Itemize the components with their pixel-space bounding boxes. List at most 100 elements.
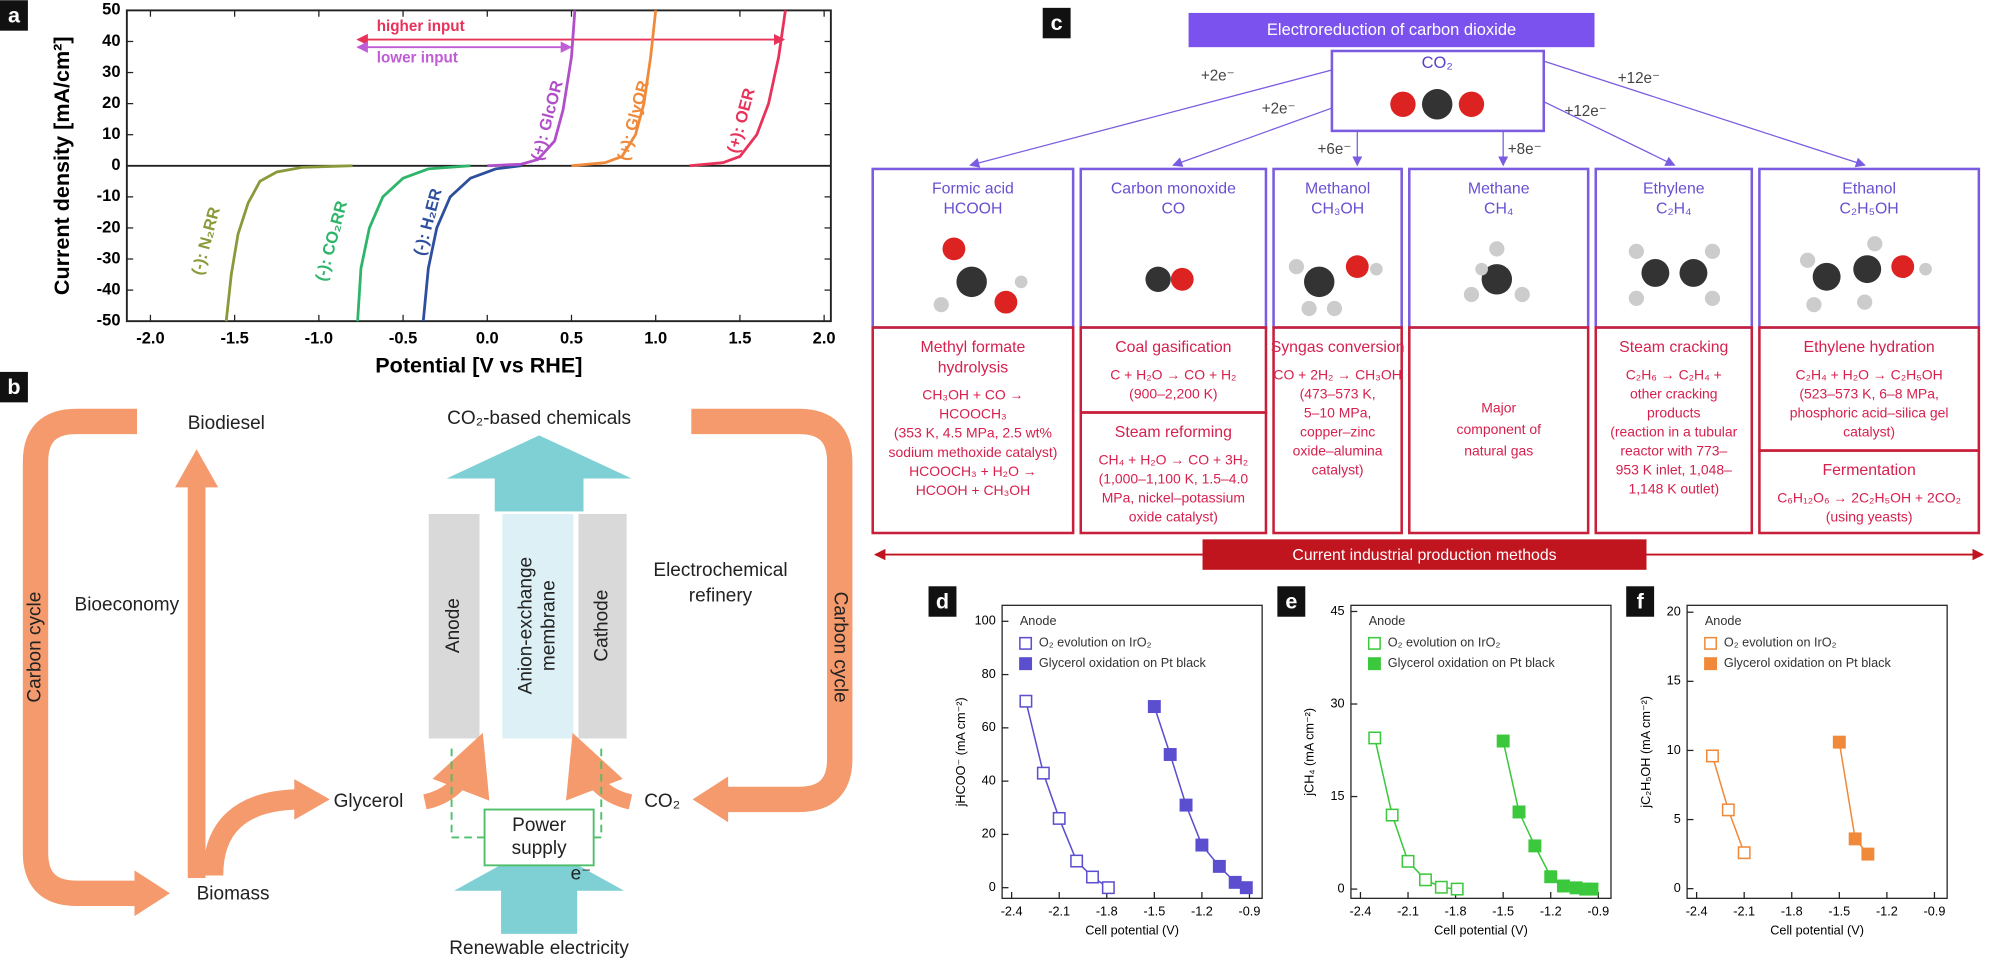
method-line: C₂H₆ → C₂H₄ + [1626, 366, 1722, 382]
method-line: catalyst) [1843, 423, 1895, 439]
legend-label: Glycerol oxidation on Pt black [1039, 656, 1207, 670]
marker [1832, 735, 1846, 749]
molecule [1628, 243, 1721, 306]
panel-label: d [936, 588, 949, 613]
product-name: Ethylene [1643, 180, 1705, 197]
y-tick-label: -40 [97, 280, 121, 298]
series-label: (-): CO₂RR [312, 199, 351, 283]
x-tick-label: -1.2 [1876, 905, 1898, 919]
y-tick-label: -30 [97, 249, 121, 267]
x-tick-label: 2.0 [813, 329, 836, 347]
series-line [1153, 706, 1247, 889]
method-title: Methyl formate [921, 339, 1026, 356]
x-tick-label: -1.5 [220, 329, 248, 347]
label-box [1277, 586, 1306, 617]
x-tick-label: -1.0 [305, 329, 333, 347]
electron-label: +12e⁻ [1564, 103, 1606, 120]
node-label: Biomass [197, 884, 270, 905]
marker [1848, 832, 1862, 846]
power-supply [483, 808, 595, 867]
x-tick-label: 1.5 [728, 329, 751, 347]
plot-frame [1686, 604, 1948, 899]
method-line: phosphoric acid–silica gel [1790, 404, 1949, 420]
reactant: CO₂ [1422, 54, 1453, 72]
y-tick-label: 60 [982, 720, 996, 734]
method-line: HCOOH + CH₃OH [916, 482, 1030, 498]
x-tick-label: 0.0 [476, 329, 499, 347]
molecule [933, 237, 1028, 314]
arrow-head [294, 779, 330, 820]
marker [1434, 880, 1448, 894]
method-line: oxide–alumina [1293, 443, 1383, 459]
marker [1179, 798, 1193, 812]
marker [1528, 839, 1542, 853]
arrow-body [202, 789, 298, 876]
y-tick-label: 30 [1330, 696, 1344, 710]
molecule [1288, 255, 1383, 317]
method-line: 953 K inlet, 1,048– [1616, 462, 1732, 478]
method-title: Coal gasification [1115, 339, 1231, 356]
y-tick-label: 0 [1674, 881, 1681, 895]
arrow-head [454, 843, 625, 891]
molecule [1145, 266, 1194, 292]
marker [1368, 731, 1382, 745]
marker [1496, 734, 1510, 748]
marker [1401, 854, 1415, 868]
footer-label: Current industrial production methods [1292, 547, 1556, 564]
arrow-head [175, 449, 219, 488]
method-line: (523–573 K, 6–8 MPa, [1799, 385, 1938, 401]
series-line [487, 10, 577, 168]
legend-title: Anode [1369, 614, 1406, 628]
x-tick-label: -1.5 [1492, 905, 1514, 919]
y-tick-label: 30 [102, 63, 120, 81]
annotation: higher input [377, 18, 465, 35]
method-line: MPa, nickel–potassium [1102, 489, 1245, 505]
x-tick-label: -0.5 [389, 329, 417, 347]
y-tick-label: 5 [1674, 812, 1681, 826]
panel-label: e [1285, 588, 1297, 613]
y-tick-label: 40 [982, 773, 996, 787]
method-line: (reaction in a tubular [1610, 423, 1737, 439]
product-name: Formic acid [932, 180, 1014, 197]
node-label: CO₂-based chemicals [447, 408, 631, 429]
panel-a-annotations: higher input lower input [356, 18, 786, 67]
y-tick-label: 80 [982, 667, 996, 681]
legend-label: O₂ evolution on IrO₂ [1724, 636, 1837, 650]
y-tick-label: 20 [982, 827, 996, 841]
title-bar [1188, 12, 1595, 48]
legend-marker [1019, 636, 1033, 650]
method-line: (353 K, 4.5 MPa, 2.5 wt% [894, 425, 1052, 441]
method-line: (473–573 K, [1300, 385, 1376, 401]
method-line: (using yeasts) [1826, 508, 1913, 524]
x-tick-label: -1.8 [1445, 905, 1467, 919]
membrane [502, 513, 574, 739]
electron-label: +2e⁻ [1201, 67, 1235, 84]
y-tick-label: 15 [1330, 789, 1344, 803]
x-tick-label: -2.1 [1397, 905, 1419, 919]
method-line: component of [1456, 421, 1541, 437]
y-tick-label: 100 [975, 614, 996, 628]
y-tick-label: 0 [111, 156, 120, 174]
method-title: Fermentation [1822, 462, 1915, 479]
x-tick-label: -2.0 [136, 329, 164, 347]
marker [1450, 882, 1464, 896]
method-title: Steam cracking [1619, 339, 1728, 356]
marker [1163, 748, 1177, 761]
reaction-arrow [1543, 101, 1676, 166]
product-formula: HCOOH [943, 201, 1002, 218]
node-label: Biodiesel [188, 413, 265, 434]
legend-marker [1019, 657, 1033, 671]
node-label: Renewable electricity [449, 938, 629, 959]
footer-bar [1202, 539, 1647, 570]
y-tick-label: 20 [102, 94, 120, 112]
chart: -2.4 -2.1 -1.8 -1.5 -1.2 -0.9 0 15 30 45 Cell pote… [1303, 604, 1612, 938]
chart: -2.4 -2.1 -1.8 -1.5 -1.2 -0.9 0 5 10 15 20 Cell pot… [1639, 604, 1948, 938]
label-box [1042, 7, 1071, 39]
series-line [224, 164, 353, 322]
legend-title: Anode [1020, 614, 1057, 628]
legend-label: Glycerol oxidation on Pt black [1724, 656, 1892, 670]
node-label: refinery [689, 585, 753, 606]
chart: -2.4 -2.1 -1.8 -1.5 -1.2 -0.9 0 20 40 60 80 100 Cell… [954, 604, 1263, 938]
label-box [0, 371, 28, 403]
y-axis-label: jHCOO⁻ (mA cm⁻²) [954, 697, 968, 807]
